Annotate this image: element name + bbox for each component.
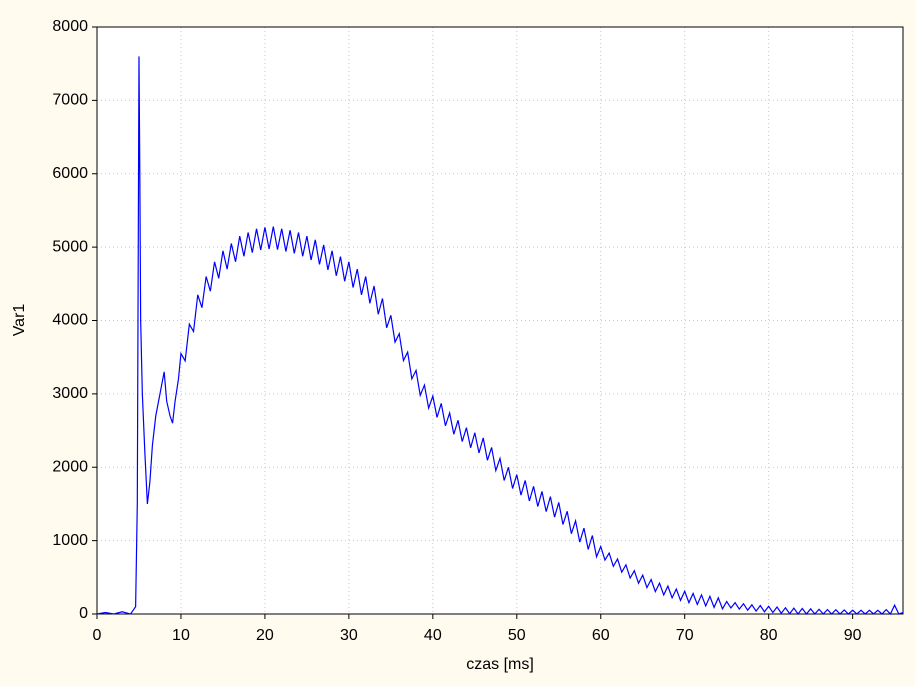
x-tick-label: 40 [424,627,442,644]
x-tick-label: 80 [760,627,778,644]
y-axis-label: Var1 [11,304,28,337]
y-tick-label: 5000 [52,238,88,255]
x-tick-label: 10 [172,627,190,644]
x-axis-label: czas [ms] [466,656,534,673]
y-tick-label: 2000 [52,458,88,475]
plot-area [97,27,903,614]
x-tick-label: 0 [93,627,102,644]
x-tick-label: 50 [508,627,526,644]
plot-frame [96,26,904,615]
x-tick-label: 60 [592,627,610,644]
y-tick-label: 4000 [52,312,88,329]
x-tick-label: 30 [340,627,358,644]
y-tick-label: 8000 [52,18,88,35]
y-tick-label: 3000 [52,385,88,402]
y-tick-label: 6000 [52,165,88,182]
x-tick-label: 70 [676,627,694,644]
y-tick-label: 7000 [52,92,88,109]
y-tick-label: 0 [79,605,88,622]
y-tick-label: 1000 [52,532,88,549]
x-tick-label: 20 [256,627,274,644]
data-line [96,56,904,616]
x-tick-label: 90 [844,627,862,644]
